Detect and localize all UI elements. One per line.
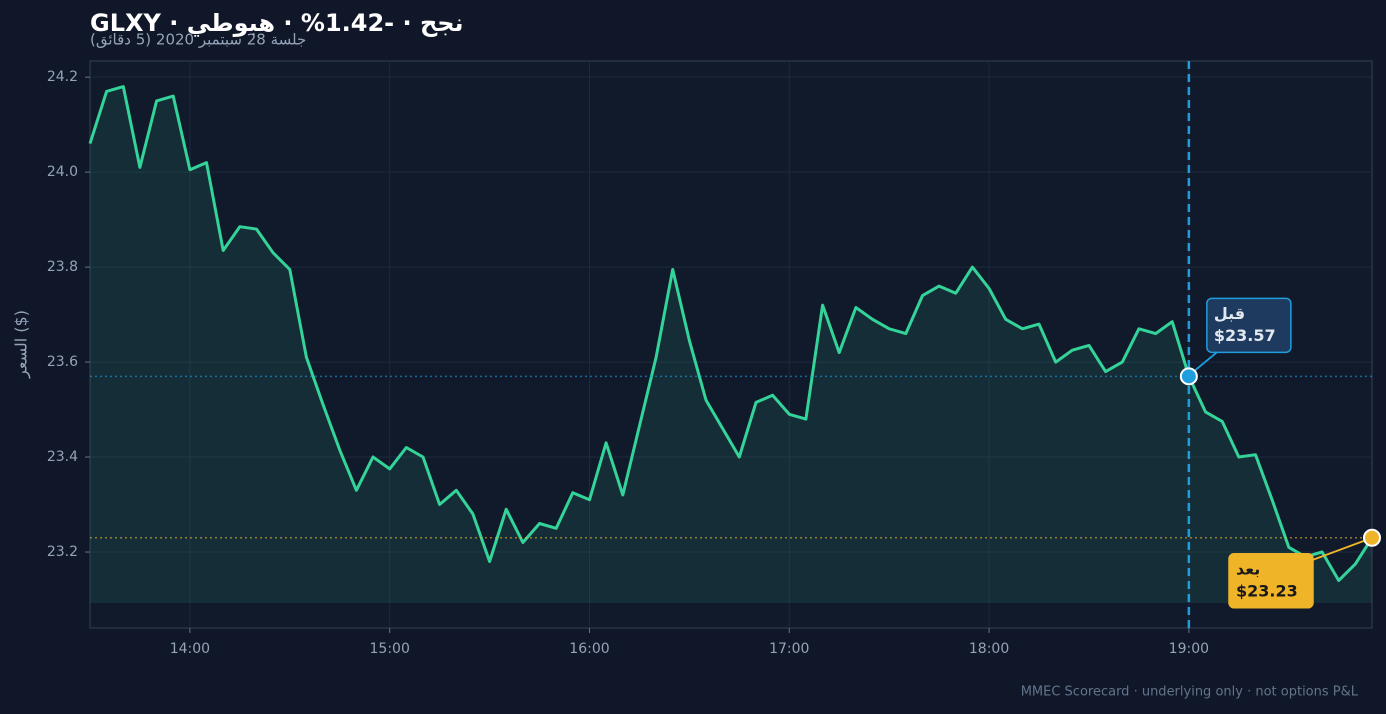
annotation-arrow [1193,351,1218,373]
annotation-arrow [1312,538,1368,561]
y-tick-label: 24.2 [47,69,78,85]
x-tick-label: 19:00 [1169,641,1209,657]
footer: MMEC Scorecard · underlying only · not o… [1021,685,1359,700]
annotation-box [1228,553,1314,609]
annotation-label: بعد [1236,559,1260,578]
chart-title: GLXY · نجح · -1.42% · هبوطي [90,9,464,37]
y-tick-label: 23.6 [47,354,78,370]
area [90,86,1372,604]
annotation-point [1179,367,1198,386]
annotation-box [1206,297,1292,354]
annotation-label: قبل [1214,304,1245,323]
line [88,85,1374,582]
x-tick-label: 18:00 [969,641,1009,657]
y-axis-label: السعر ($) [12,310,32,379]
x-tick-label: 15:00 [370,641,410,657]
x-tick-label: 16:00 [569,641,609,657]
chart-subtitle: جلسة 28 سبتمبر 2020 (5 دقائق) [90,31,306,49]
y-tick-label: 23.2 [47,544,78,560]
x-tick-label: 17:00 [769,641,809,657]
y-tick-label: 24.0 [47,164,78,180]
y-tick-label: 23.4 [47,449,78,465]
annotation-value: $23.57 [1214,326,1276,345]
annotation-value: $23.23 [1236,581,1298,600]
annotation-point [1363,528,1381,547]
x-tick-label: 14:00 [170,641,210,657]
y-tick-label: 23.8 [47,259,78,275]
